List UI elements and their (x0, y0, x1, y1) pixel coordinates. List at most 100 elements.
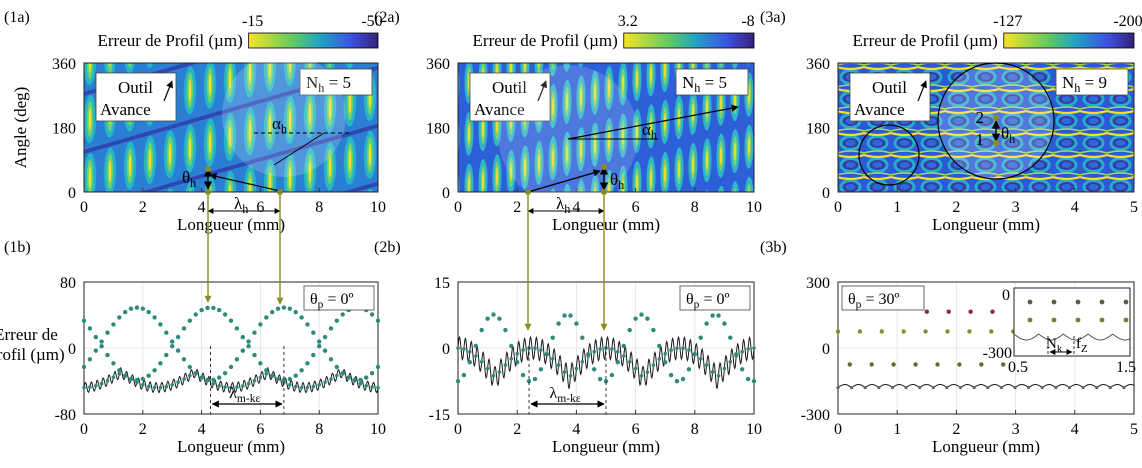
data-point (545, 351, 549, 356)
x-tick-label: 6 (632, 199, 640, 216)
y-tick-label: 0 (442, 185, 450, 202)
data-point (539, 348, 543, 352)
data-point (81, 318, 87, 323)
data-point (716, 313, 721, 318)
data-point (223, 385, 227, 389)
data-point (698, 357, 703, 361)
data-point (468, 349, 472, 354)
data-point (323, 380, 327, 385)
feed-label: Avance (100, 100, 151, 119)
data-point (270, 373, 275, 378)
x-tick-label: 3 (1012, 421, 1020, 438)
nh-box (299, 68, 373, 96)
data-point (293, 373, 298, 378)
data-point (503, 363, 508, 367)
data-point (305, 385, 310, 390)
data-point (836, 386, 840, 390)
data-point (228, 364, 234, 370)
data-point (375, 364, 381, 370)
data-point (556, 363, 561, 367)
x-tick-label: 0 (80, 199, 88, 216)
data-point (305, 322, 310, 327)
data-point (704, 363, 709, 367)
data-point (455, 379, 461, 384)
x-axis-label: Longueur (mm) (177, 437, 285, 456)
data-point (211, 381, 216, 386)
data-point (140, 376, 145, 382)
data-point (88, 385, 92, 389)
y-tick-label: 0 (442, 341, 450, 358)
data-point (335, 373, 339, 378)
data-point (491, 312, 496, 317)
data-point (568, 313, 573, 318)
data-point (105, 378, 110, 383)
colorbar-max-label: -8 (741, 13, 754, 30)
x-tick-label: 4 (1071, 421, 1079, 438)
data-point (111, 322, 116, 327)
theta-p-label-sub: p (318, 299, 324, 311)
theta-p-label: θp = 30º (848, 291, 899, 311)
data-point (957, 362, 962, 367)
y-tick-label: 80 (60, 275, 76, 292)
data-point (675, 346, 679, 351)
theta-p-value: = 30º (861, 291, 899, 308)
data-point (135, 380, 139, 385)
theta-box (303, 285, 375, 311)
data-point (1095, 386, 1099, 390)
data-point (152, 315, 157, 320)
data-point (128, 306, 134, 311)
data-point (847, 362, 852, 367)
data-point (680, 376, 686, 382)
data-point (317, 383, 322, 387)
y-tick-label: 360 (52, 56, 76, 73)
data-point (175, 348, 181, 353)
x-tick-label: 0 (80, 421, 88, 438)
data-point (217, 375, 222, 380)
data-point (687, 348, 691, 352)
inset-fz-label-main: f (1076, 336, 1081, 352)
alpha-label: αh (272, 114, 287, 136)
data-point (164, 384, 169, 389)
data-point (158, 322, 163, 327)
data-point (176, 380, 180, 385)
data-point (252, 330, 257, 335)
data-point (674, 379, 680, 384)
inset-nk-label-main: N (1046, 336, 1057, 352)
data-point (288, 383, 292, 387)
data-point (275, 306, 281, 311)
data-point (340, 371, 345, 376)
alpha-label: αh (642, 120, 657, 142)
data-point (521, 348, 525, 352)
x-tick-label: 3 (1012, 199, 1020, 216)
theta-p-value: = 0º (323, 291, 353, 308)
y-tick-label: -15 (429, 407, 450, 424)
colorbar-label: Erreur de Profil (µm) (473, 31, 618, 50)
theta-p-label-main: θ (310, 291, 318, 308)
data-point (945, 329, 950, 334)
colorbar-label: Erreur de Profil (µm) (853, 31, 998, 50)
data-point (633, 316, 638, 321)
data-point (81, 364, 87, 370)
data-point (111, 375, 116, 380)
data-point (945, 386, 949, 390)
y-tick-label: 0 (822, 341, 830, 358)
data-point (603, 379, 609, 384)
helix-vector (527, 169, 601, 193)
nh-box (1055, 68, 1129, 96)
data-point (479, 327, 484, 333)
tool-label: Outil (118, 78, 153, 97)
data-point (550, 357, 555, 361)
data-point (538, 367, 544, 372)
theta-p-label-main: θ (848, 291, 856, 308)
data-point (1108, 386, 1112, 390)
data-point (877, 386, 881, 390)
data-point (485, 316, 490, 321)
data-point (598, 347, 602, 351)
data-point (568, 374, 573, 378)
data-point (986, 386, 990, 390)
theta-label-sub: h (618, 178, 624, 192)
data-point (370, 385, 374, 389)
data-point (990, 309, 995, 314)
data-point (258, 375, 263, 380)
theta-label-main: θ (1001, 124, 1009, 143)
